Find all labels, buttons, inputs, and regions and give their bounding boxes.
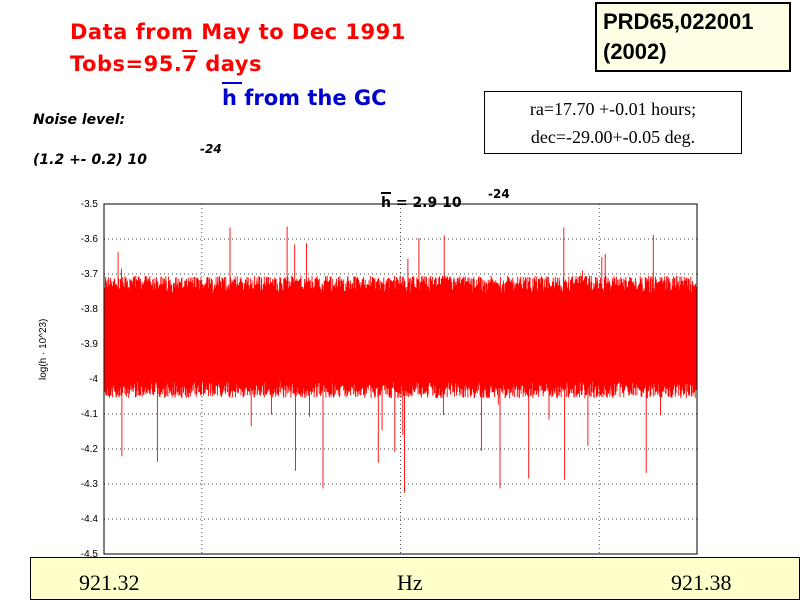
y-axis-ticks: -3.5 -3.6 -3.7 -3.8 -3.9 -4 -4.1 -4.2 -4.3 -4.4 -4… [81, 199, 99, 560]
tobs-overbar-digit: 7 [182, 52, 198, 76]
x-axis-unit: Hz [397, 570, 423, 595]
y-tick-label: -4.2 [81, 444, 99, 455]
y-tick-label: -3.5 [81, 199, 99, 210]
noise-value: (1.2 +- 0.2) 10 [33, 152, 148, 168]
y-tick-label: -3.9 [81, 339, 99, 350]
frequency-axis-bar: 921.32 Hz 921.38 [30, 557, 800, 600]
reference-box: PRD65,022001 (2002) [595, 2, 791, 72]
dec-text: dec=-29.00+-0.05 deg. [530, 127, 696, 147]
y-tick-label: -3.6 [81, 234, 99, 245]
tobs-suffix: days [197, 52, 262, 76]
x-axis-max: 921.38 [671, 570, 732, 595]
noise-exponent: -24 [200, 142, 222, 156]
hbar-exponent: -24 [488, 187, 510, 201]
noise-label: Noise level: [33, 112, 126, 128]
y-tick-label: -3.7 [81, 269, 99, 280]
plot-frame [103, 203, 698, 555]
coordinates-box: ra=17.70 +-0.01 hours; dec=-29.00+-0.05 … [484, 91, 742, 154]
y-tick-label: -4.3 [81, 479, 99, 490]
x-axis-min: 921.32 [79, 570, 140, 595]
subtitle-text: h from the GC [222, 86, 387, 110]
spectrum-series [104, 226, 697, 493]
chart-subtitle: h from the GC [222, 86, 387, 110]
reference-line2: (2002) [603, 39, 667, 64]
ra-text: ra=17.70 +-0.01 hours; [529, 99, 697, 119]
y-tick-label: -3.8 [81, 304, 99, 315]
tobs-prefix: Tobs=95. [70, 52, 183, 76]
y-tick-label: -4.4 [81, 514, 99, 525]
reference-line1: PRD65,022001 [603, 9, 754, 34]
hbar-annotation: h = 2.9 10 [381, 195, 462, 211]
y-tick-label: -4.5 [81, 549, 99, 560]
chart-title-line1: Data from May to Dec 1991 [70, 20, 406, 44]
h-overbar [222, 82, 242, 84]
y-tick-label: -4.1 [81, 409, 99, 420]
series-band [105, 298, 696, 376]
chart-title-line2: Tobs=95.7 days [70, 52, 262, 76]
y-tick-label: -4 [89, 374, 98, 385]
y-axis-label: log(h · 10^23) [38, 318, 49, 380]
hbar-overline [381, 192, 391, 194]
